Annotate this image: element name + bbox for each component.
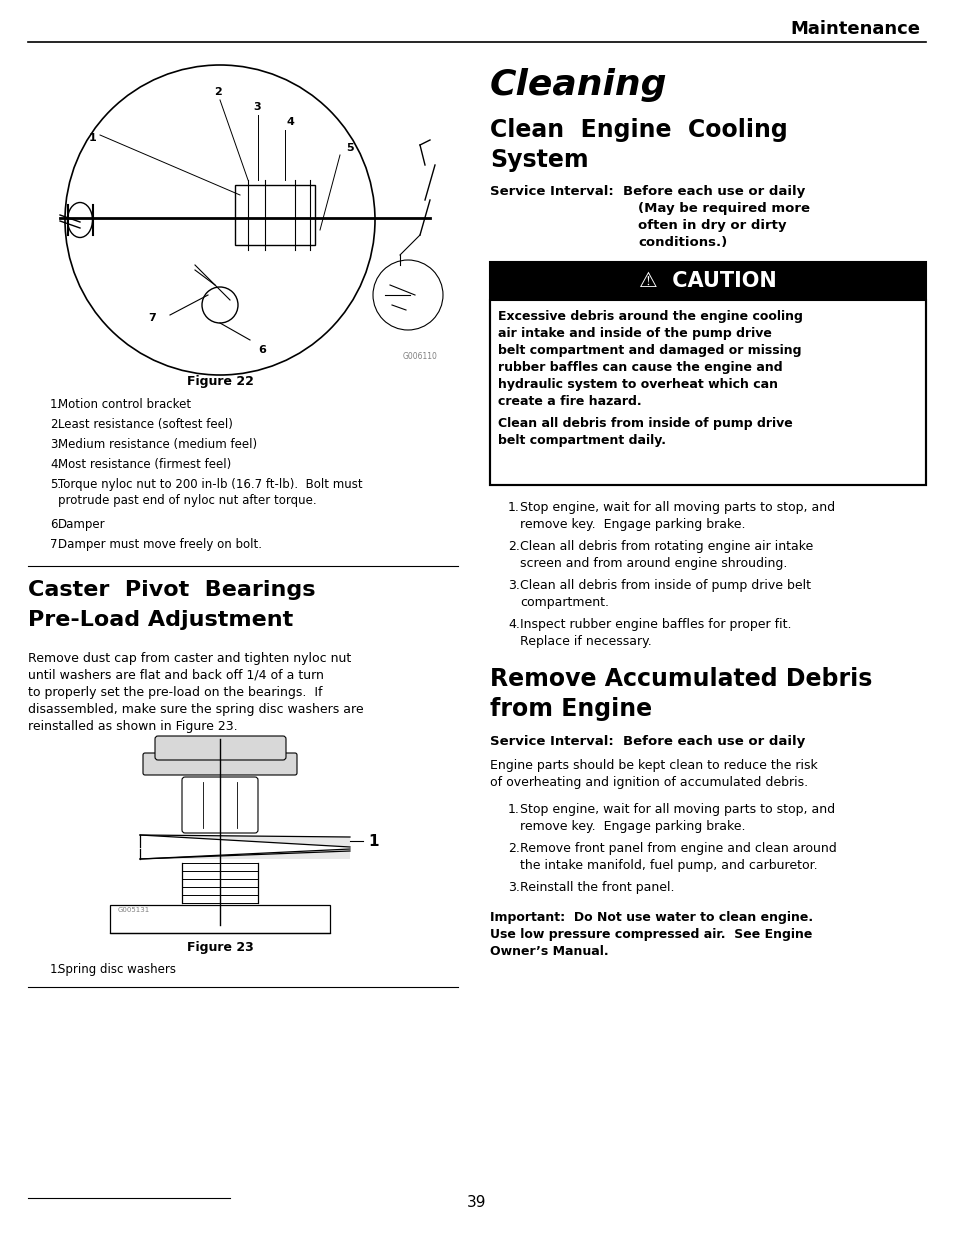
Text: create a fire hazard.: create a fire hazard. bbox=[497, 395, 641, 408]
Text: Maintenance: Maintenance bbox=[789, 20, 919, 38]
Text: to properly set the pre-load on the bearings.  If: to properly set the pre-load on the bear… bbox=[28, 685, 322, 699]
FancyBboxPatch shape bbox=[143, 753, 296, 776]
Text: Remove Accumulated Debris: Remove Accumulated Debris bbox=[490, 667, 871, 692]
Text: remove key.  Engage parking brake.: remove key. Engage parking brake. bbox=[519, 517, 744, 531]
Text: Damper: Damper bbox=[58, 517, 106, 531]
Text: 6: 6 bbox=[258, 345, 266, 354]
Text: 3.: 3. bbox=[507, 881, 519, 894]
Text: Remove front panel from engine and clean around: Remove front panel from engine and clean… bbox=[519, 842, 836, 855]
Text: 4.: 4. bbox=[507, 618, 519, 631]
Text: Least resistance (softest feel): Least resistance (softest feel) bbox=[58, 417, 233, 431]
Text: rubber baffles can cause the engine and: rubber baffles can cause the engine and bbox=[497, 361, 781, 374]
Text: 1.: 1. bbox=[50, 963, 61, 976]
Text: 39: 39 bbox=[467, 1195, 486, 1210]
Text: Motion control bracket: Motion control bracket bbox=[58, 398, 191, 411]
Text: Stop engine, wait for all moving parts to stop, and: Stop engine, wait for all moving parts t… bbox=[519, 803, 834, 816]
Text: Remove dust cap from caster and tighten nyloc nut: Remove dust cap from caster and tighten … bbox=[28, 652, 351, 664]
Text: Service Interval:  Before each use or daily: Service Interval: Before each use or dai… bbox=[490, 735, 804, 748]
Text: 4: 4 bbox=[286, 117, 294, 127]
Text: System: System bbox=[490, 148, 588, 172]
Polygon shape bbox=[140, 848, 350, 860]
Text: 2: 2 bbox=[213, 86, 222, 98]
Text: Reinstall the front panel.: Reinstall the front panel. bbox=[519, 881, 674, 894]
Text: 3.: 3. bbox=[50, 438, 61, 451]
Text: 2.: 2. bbox=[50, 417, 61, 431]
Text: 1.: 1. bbox=[507, 803, 519, 816]
Text: until washers are flat and back off 1/4 of a turn: until washers are flat and back off 1/4 … bbox=[28, 669, 323, 682]
FancyBboxPatch shape bbox=[154, 736, 286, 760]
Text: Clean all debris from inside of pump drive belt: Clean all debris from inside of pump dri… bbox=[519, 579, 810, 592]
Bar bbox=[110, 905, 330, 932]
Text: screen and from around engine shrouding.: screen and from around engine shrouding. bbox=[519, 557, 786, 571]
Text: Important:  Do Not use water to clean engine.: Important: Do Not use water to clean eng… bbox=[490, 911, 812, 924]
Text: ⚠  CAUTION: ⚠ CAUTION bbox=[639, 270, 776, 291]
Polygon shape bbox=[140, 835, 350, 847]
Text: Figure 22: Figure 22 bbox=[187, 375, 253, 388]
Text: hydraulic system to overheat which can: hydraulic system to overheat which can bbox=[497, 378, 778, 391]
Text: reinstalled as shown in Figure 23.: reinstalled as shown in Figure 23. bbox=[28, 720, 237, 734]
Text: Inspect rubber engine baffles for proper fit.: Inspect rubber engine baffles for proper… bbox=[519, 618, 791, 631]
Text: Clean all debris from inside of pump drive: Clean all debris from inside of pump dri… bbox=[497, 417, 792, 430]
FancyBboxPatch shape bbox=[182, 777, 257, 832]
Text: Owner’s Manual.: Owner’s Manual. bbox=[490, 945, 608, 958]
Text: air intake and inside of the pump drive: air intake and inside of the pump drive bbox=[497, 327, 771, 340]
Text: Caster  Pivot  Bearings: Caster Pivot Bearings bbox=[28, 580, 315, 600]
Text: Medium resistance (medium feel): Medium resistance (medium feel) bbox=[58, 438, 257, 451]
Text: Figure 23: Figure 23 bbox=[187, 941, 253, 953]
Text: Spring disc washers: Spring disc washers bbox=[58, 963, 175, 976]
Bar bbox=[490, 300, 925, 485]
Text: 1: 1 bbox=[89, 133, 97, 143]
Text: belt compartment and damaged or missing: belt compartment and damaged or missing bbox=[497, 345, 801, 357]
Text: 1.: 1. bbox=[507, 501, 519, 514]
Text: Service Interval:  Before each use or daily: Service Interval: Before each use or dai… bbox=[490, 185, 804, 198]
Text: Damper must move freely on bolt.: Damper must move freely on bolt. bbox=[58, 538, 262, 551]
Bar bbox=[490, 262, 925, 485]
Text: Cleaning: Cleaning bbox=[490, 68, 667, 103]
Text: G005131: G005131 bbox=[118, 906, 150, 913]
Text: G006110: G006110 bbox=[403, 352, 437, 361]
Text: Stop engine, wait for all moving parts to stop, and: Stop engine, wait for all moving parts t… bbox=[519, 501, 834, 514]
Text: (May be required more: (May be required more bbox=[638, 203, 809, 215]
Text: Engine parts should be kept clean to reduce the risk: Engine parts should be kept clean to red… bbox=[490, 760, 817, 772]
Text: Clean  Engine  Cooling: Clean Engine Cooling bbox=[490, 119, 787, 142]
Text: Use low pressure compressed air.  See Engine: Use low pressure compressed air. See Eng… bbox=[490, 927, 812, 941]
Text: disassembled, make sure the spring disc washers are: disassembled, make sure the spring disc … bbox=[28, 703, 363, 716]
Text: 5: 5 bbox=[346, 143, 354, 153]
Text: often in dry or dirty: often in dry or dirty bbox=[638, 219, 785, 232]
Bar bbox=[490, 262, 925, 300]
Text: Excessive debris around the engine cooling: Excessive debris around the engine cooli… bbox=[497, 310, 802, 324]
Text: 2.: 2. bbox=[507, 540, 519, 553]
Text: Most resistance (firmest feel): Most resistance (firmest feel) bbox=[58, 458, 231, 471]
Text: Torque nyloc nut to 200 in-lb (16.7 ft-lb).  Bolt must: Torque nyloc nut to 200 in-lb (16.7 ft-l… bbox=[58, 478, 362, 492]
Bar bbox=[234, 185, 314, 245]
Text: Clean all debris from rotating engine air intake: Clean all debris from rotating engine ai… bbox=[519, 540, 812, 553]
Text: 7: 7 bbox=[148, 312, 155, 324]
Text: Replace if necessary.: Replace if necessary. bbox=[519, 635, 651, 648]
Text: the intake manifold, fuel pump, and carburetor.: the intake manifold, fuel pump, and carb… bbox=[519, 860, 817, 872]
Text: 1.: 1. bbox=[50, 398, 61, 411]
Text: 2.: 2. bbox=[507, 842, 519, 855]
Text: of overheating and ignition of accumulated debris.: of overheating and ignition of accumulat… bbox=[490, 776, 807, 789]
Text: Pre-Load Adjustment: Pre-Load Adjustment bbox=[28, 610, 293, 630]
Text: 1: 1 bbox=[368, 834, 378, 848]
Text: 7.: 7. bbox=[50, 538, 61, 551]
Text: belt compartment daily.: belt compartment daily. bbox=[497, 433, 665, 447]
Text: 4.: 4. bbox=[50, 458, 61, 471]
Text: conditions.): conditions.) bbox=[638, 236, 726, 249]
Text: from Engine: from Engine bbox=[490, 697, 652, 721]
Text: 3.: 3. bbox=[507, 579, 519, 592]
Text: 3: 3 bbox=[253, 103, 260, 112]
Text: remove key.  Engage parking brake.: remove key. Engage parking brake. bbox=[519, 820, 744, 832]
Text: 5.: 5. bbox=[50, 478, 61, 492]
Text: 6.: 6. bbox=[50, 517, 61, 531]
Text: compartment.: compartment. bbox=[519, 597, 608, 609]
Text: protrude past end of nyloc nut after torque.: protrude past end of nyloc nut after tor… bbox=[58, 494, 316, 508]
